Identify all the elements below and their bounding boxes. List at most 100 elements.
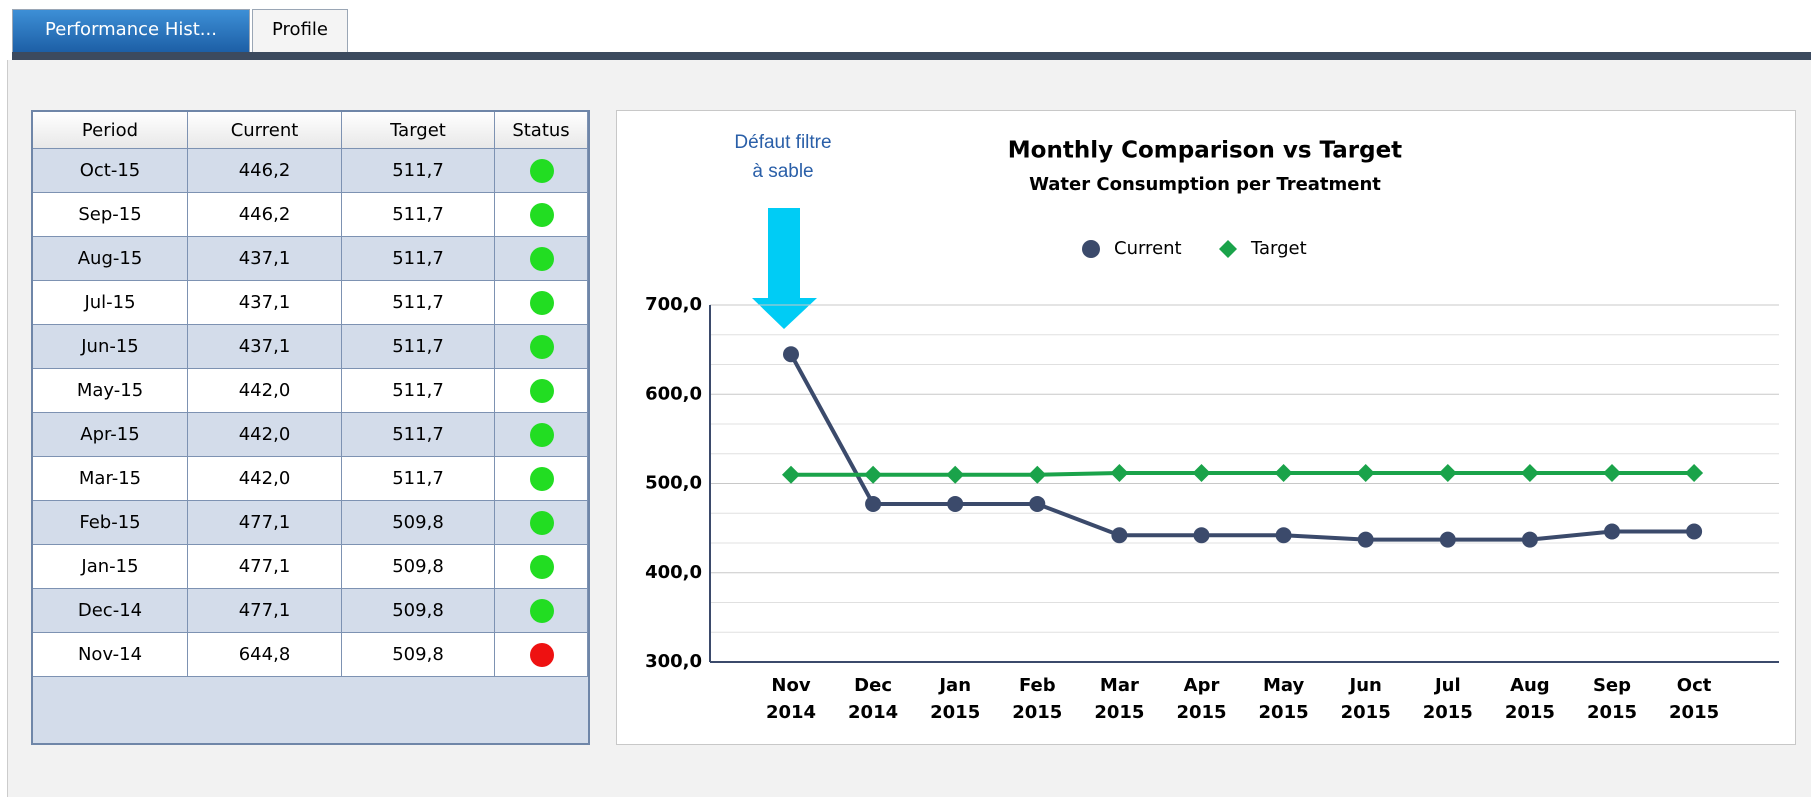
table-cell: 511,7: [342, 237, 495, 281]
table-cell: 477,1: [188, 589, 342, 633]
x-tick-label: Feb 2015: [1012, 675, 1063, 723]
point: [1111, 527, 1128, 544]
point: [1274, 464, 1293, 483]
x-tick-label: Mar 2015: [1094, 675, 1145, 723]
point: [864, 465, 883, 484]
status-dot: [529, 643, 554, 667]
table-cell: 511,7: [342, 413, 495, 457]
status-dot: [529, 379, 554, 403]
x-tick-label: Dec 2014: [848, 675, 899, 723]
table-cell: 446,2: [188, 149, 342, 193]
legend-marker: [1219, 240, 1237, 258]
status-cell: [495, 633, 588, 677]
table-cell: 509,8: [342, 545, 495, 589]
point: [1192, 464, 1211, 483]
point: [1029, 495, 1046, 512]
table-cell: May-15: [33, 369, 188, 413]
point: [1686, 523, 1703, 540]
legend-marker: [1082, 240, 1100, 258]
point: [783, 346, 799, 363]
status-dot: [529, 555, 554, 579]
point: [1521, 531, 1538, 548]
table: Period Current Target Status Oct-15 446,2 511,…: [31, 110, 590, 745]
status-cell: [495, 369, 588, 413]
table-cell: 509,8: [342, 589, 495, 633]
legend-label: Current: [1114, 238, 1182, 259]
table-cell: 511,7: [342, 149, 495, 193]
point: [1193, 527, 1210, 544]
table-cell: 437,1: [188, 325, 342, 369]
annotation: à sable: [752, 161, 813, 182]
table-cell: 442,0: [188, 457, 342, 501]
status-dot: [529, 291, 554, 315]
table-cell: Feb-15: [33, 501, 188, 545]
status-dot: [529, 511, 554, 535]
status-dot: [529, 599, 554, 623]
line: [789, 353, 1695, 542]
legend-label: Target: [1250, 238, 1307, 259]
tab[interactable]: Performance Hist...: [12, 9, 250, 52]
table-cell: Jun-15: [33, 325, 188, 369]
x-tick-label: Nov 2014: [765, 675, 817, 723]
point: [947, 495, 964, 512]
status-dot: [529, 423, 554, 447]
point: [1028, 465, 1047, 484]
point: [782, 465, 800, 484]
table-cell: Nov-14: [33, 633, 188, 677]
point: [1438, 464, 1457, 483]
table-cell: 477,1: [188, 501, 342, 545]
table-cell: 442,0: [188, 413, 342, 457]
status-cell: [495, 237, 588, 281]
tab[interactable]: Profile: [252, 9, 348, 52]
table-cell: Apr-15: [33, 413, 188, 457]
y-tick-label: 700,0: [645, 294, 702, 315]
point: [865, 495, 882, 512]
table-cell: 437,1: [188, 281, 342, 325]
table-cell: Jul-15: [33, 281, 188, 325]
point: [1275, 527, 1292, 544]
chart-title: Monthly Comparison vs Target: [1008, 138, 1402, 164]
table-cell: 511,7: [342, 369, 495, 413]
x-tick-label: May 2015: [1258, 675, 1309, 723]
table-cell: 442,0: [188, 369, 342, 413]
status-cell: [495, 193, 588, 237]
point: [1685, 464, 1704, 483]
point: [1356, 464, 1375, 483]
status-dot: [529, 203, 554, 227]
point: [1110, 464, 1129, 483]
x-tick-label: Jul 2015: [1422, 675, 1473, 723]
status-dot: [529, 467, 554, 491]
x-tick-label: Aug 2015: [1504, 675, 1555, 723]
point: [1520, 464, 1539, 483]
column-header: Target: [342, 112, 495, 149]
point: [946, 465, 965, 484]
status-cell: [495, 413, 588, 457]
table-cell: 509,8: [342, 633, 495, 677]
table-cell: 446,2: [188, 193, 342, 237]
y-tick-label: 400,0: [645, 562, 702, 583]
table-cell: Oct-15: [33, 149, 188, 193]
table-cell: 644,8: [188, 633, 342, 677]
column-header: Status: [495, 112, 588, 149]
y-tick-label: 500,0: [645, 473, 702, 494]
status-cell: [495, 545, 588, 589]
y-tick-label: 300,0: [645, 651, 702, 672]
chart-subtitle: Water Consumption per Treatment: [1029, 174, 1381, 195]
table-cell: 477,1: [188, 545, 342, 589]
status-dot: [529, 159, 554, 183]
status-cell: [495, 149, 588, 193]
annotation: Défaut filtre: [734, 132, 831, 153]
x-tick-label: Oct 2015: [1669, 675, 1720, 723]
table-cell: Dec-14: [33, 589, 188, 633]
status-cell: [495, 457, 588, 501]
table-cell: Sep-15: [33, 193, 188, 237]
table-cell: 511,7: [342, 457, 495, 501]
status-cell: [495, 325, 588, 369]
chart-panel: [616, 110, 1796, 745]
y-tick-label: 600,0: [645, 383, 702, 404]
point: [1357, 531, 1374, 548]
status-dot: [529, 335, 554, 359]
point: [1604, 523, 1620, 540]
